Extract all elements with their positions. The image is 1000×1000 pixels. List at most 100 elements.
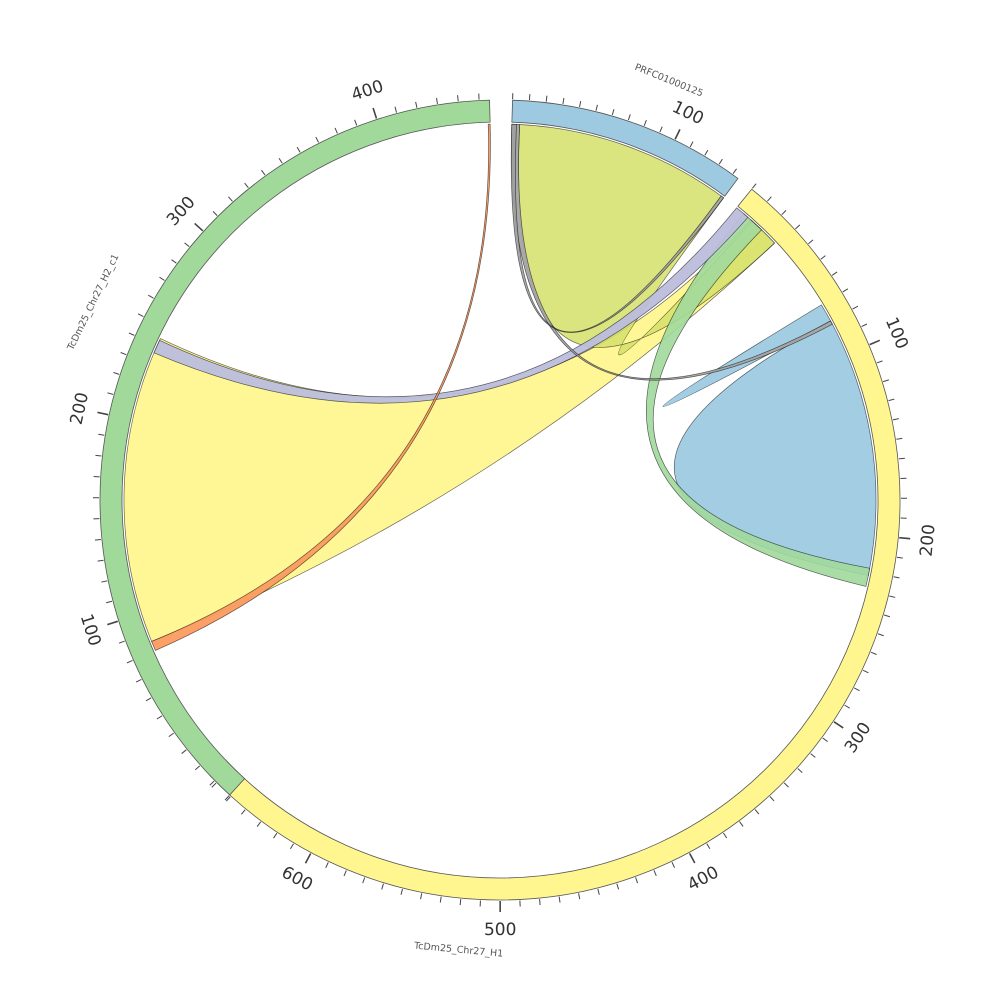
minor-tick <box>822 737 828 742</box>
minor-tick <box>211 782 217 788</box>
major-tick <box>97 411 109 416</box>
arc-tcdm_h2 <box>99 99 491 796</box>
tick-label: 100 <box>669 97 707 129</box>
minor-tick <box>225 796 231 802</box>
sequence-label-prfc: PRFC01000125 <box>633 62 705 99</box>
minor-tick <box>898 457 905 460</box>
minor-tick <box>240 809 246 815</box>
minor-tick <box>107 392 114 395</box>
minor-tick <box>844 704 850 709</box>
minor-tick <box>101 580 108 583</box>
link-h2-to-h1-purple <box>153 207 749 404</box>
minor-tick <box>597 888 600 895</box>
minor-tick <box>362 877 366 884</box>
tick-label: 400 <box>684 862 722 895</box>
minor-tick <box>439 896 442 903</box>
minor-tick <box>113 372 120 375</box>
major-tick <box>899 536 911 540</box>
minor-tick <box>754 809 760 815</box>
minor-tick <box>106 600 113 604</box>
major-tick <box>194 222 204 232</box>
minor-tick <box>852 305 859 310</box>
minor-tick <box>212 211 218 217</box>
minor-tick <box>420 893 423 900</box>
minor-tick <box>578 893 581 900</box>
minor-tick <box>732 168 737 174</box>
minor-tick <box>739 821 744 827</box>
minor-tick <box>797 768 803 773</box>
major-tick <box>869 339 881 346</box>
minor-tick <box>671 862 676 868</box>
minor-tick <box>273 832 278 839</box>
arc-prfc <box>511 99 739 197</box>
minor-tick <box>562 97 565 105</box>
minor-tick <box>820 255 826 260</box>
link-prfc-to-h1-gray <box>511 123 833 381</box>
minor-tick <box>325 862 329 869</box>
minor-tick <box>627 114 631 121</box>
minor-tick <box>334 127 338 134</box>
sequence-label-tcdm_h1: TcDm25_Chr27_H1 <box>413 940 504 959</box>
minor-tick <box>635 877 639 884</box>
minor-tick <box>228 196 233 202</box>
minor-tick <box>296 146 301 153</box>
minor-tick <box>278 157 283 164</box>
link-h1-self <box>662 304 877 576</box>
minor-tick <box>459 899 462 906</box>
minor-tick <box>888 398 895 402</box>
minor-tick <box>769 796 775 802</box>
minor-tick <box>137 313 144 317</box>
minor-tick <box>810 753 816 758</box>
link-ribbons <box>123 123 877 651</box>
minor-tick <box>159 276 165 281</box>
minor-tick <box>135 678 142 683</box>
tick-label: 300 <box>163 193 200 230</box>
minor-tick <box>853 687 860 692</box>
minor-tick <box>209 780 215 786</box>
minor-tick <box>256 821 262 827</box>
minor-tick <box>706 843 711 849</box>
minor-tick <box>877 633 884 637</box>
minor-tick <box>896 556 903 559</box>
minor-tick <box>842 288 849 293</box>
minor-tick <box>168 732 175 738</box>
major-tick <box>688 852 696 864</box>
minor-tick <box>415 101 418 108</box>
sequence-arcs <box>99 99 901 901</box>
major-tick <box>833 721 844 729</box>
major-tick <box>304 853 312 864</box>
major-tick <box>107 620 119 626</box>
minor-tick <box>120 352 127 356</box>
minor-tick <box>394 106 398 113</box>
tick-label: 100 <box>881 315 912 353</box>
minor-tick <box>718 158 723 165</box>
minor-tick <box>126 660 133 664</box>
minor-tick <box>128 332 135 336</box>
minor-tick <box>862 669 869 674</box>
minor-tick <box>893 576 900 579</box>
minor-tick <box>643 120 647 127</box>
minor-tick <box>882 379 890 383</box>
minor-tick <box>261 169 266 176</box>
minor-tick <box>558 896 561 903</box>
minor-tick <box>94 539 101 541</box>
minor-tick <box>870 651 877 655</box>
major-tick <box>674 129 681 140</box>
minor-tick <box>884 614 891 618</box>
link-prfc-to-prfc-gray <box>510 123 725 333</box>
minor-tick <box>98 433 105 436</box>
minor-tick <box>354 119 358 126</box>
minor-tick <box>224 795 230 801</box>
minor-tick <box>722 832 728 839</box>
tick-label: 200 <box>67 391 93 427</box>
minor-tick <box>579 100 582 108</box>
minor-tick <box>145 697 152 702</box>
minor-tick <box>595 104 598 111</box>
tick-label: 100 <box>76 612 105 649</box>
minor-tick <box>876 360 883 364</box>
minor-tick <box>795 224 801 230</box>
minor-tick <box>808 239 814 245</box>
minor-tick <box>343 870 347 877</box>
minor-tick <box>156 715 163 720</box>
link-h2-to-h2-orange <box>151 123 491 651</box>
